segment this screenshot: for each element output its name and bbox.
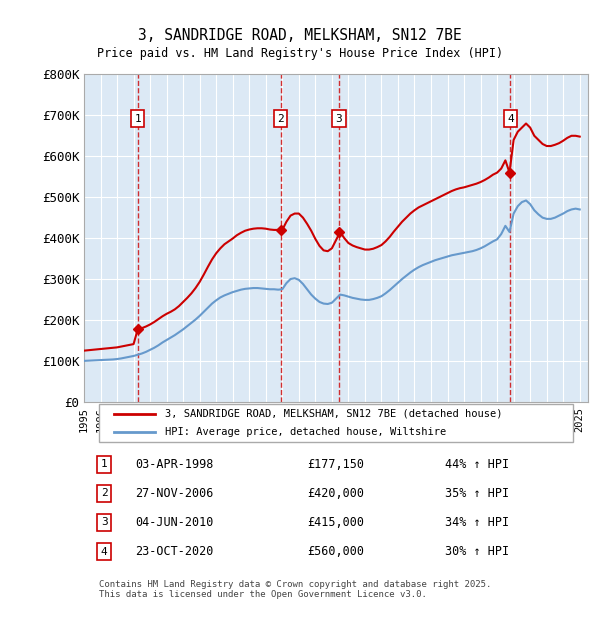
Text: HPI: Average price, detached house, Wiltshire: HPI: Average price, detached house, Wilt…	[164, 427, 446, 437]
Text: 03-APR-1998: 03-APR-1998	[136, 458, 214, 471]
Text: 34% ↑ HPI: 34% ↑ HPI	[445, 516, 509, 529]
Text: 3: 3	[101, 518, 107, 528]
Text: £560,000: £560,000	[308, 545, 365, 558]
Text: 30% ↑ HPI: 30% ↑ HPI	[445, 545, 509, 558]
Text: Price paid vs. HM Land Registry's House Price Index (HPI): Price paid vs. HM Land Registry's House …	[97, 46, 503, 60]
Text: 35% ↑ HPI: 35% ↑ HPI	[445, 487, 509, 500]
Text: 3, SANDRIDGE ROAD, MELKSHAM, SN12 7BE: 3, SANDRIDGE ROAD, MELKSHAM, SN12 7BE	[138, 28, 462, 43]
Text: 2: 2	[277, 113, 284, 123]
Text: 4: 4	[101, 547, 107, 557]
Text: 27-NOV-2006: 27-NOV-2006	[136, 487, 214, 500]
FancyBboxPatch shape	[99, 404, 573, 442]
Text: £177,150: £177,150	[308, 458, 365, 471]
Text: 1: 1	[134, 113, 141, 123]
Text: 3, SANDRIDGE ROAD, MELKSHAM, SN12 7BE (detached house): 3, SANDRIDGE ROAD, MELKSHAM, SN12 7BE (d…	[164, 409, 502, 419]
Text: £420,000: £420,000	[308, 487, 365, 500]
Text: 23-OCT-2020: 23-OCT-2020	[136, 545, 214, 558]
Text: 04-JUN-2010: 04-JUN-2010	[136, 516, 214, 529]
Text: £415,000: £415,000	[308, 516, 365, 529]
Text: 1: 1	[101, 459, 107, 469]
Text: 44% ↑ HPI: 44% ↑ HPI	[445, 458, 509, 471]
Text: 3: 3	[335, 113, 342, 123]
Text: 4: 4	[507, 113, 514, 123]
Text: Contains HM Land Registry data © Crown copyright and database right 2025.
This d: Contains HM Land Registry data © Crown c…	[99, 580, 491, 599]
Text: 2: 2	[101, 489, 107, 498]
